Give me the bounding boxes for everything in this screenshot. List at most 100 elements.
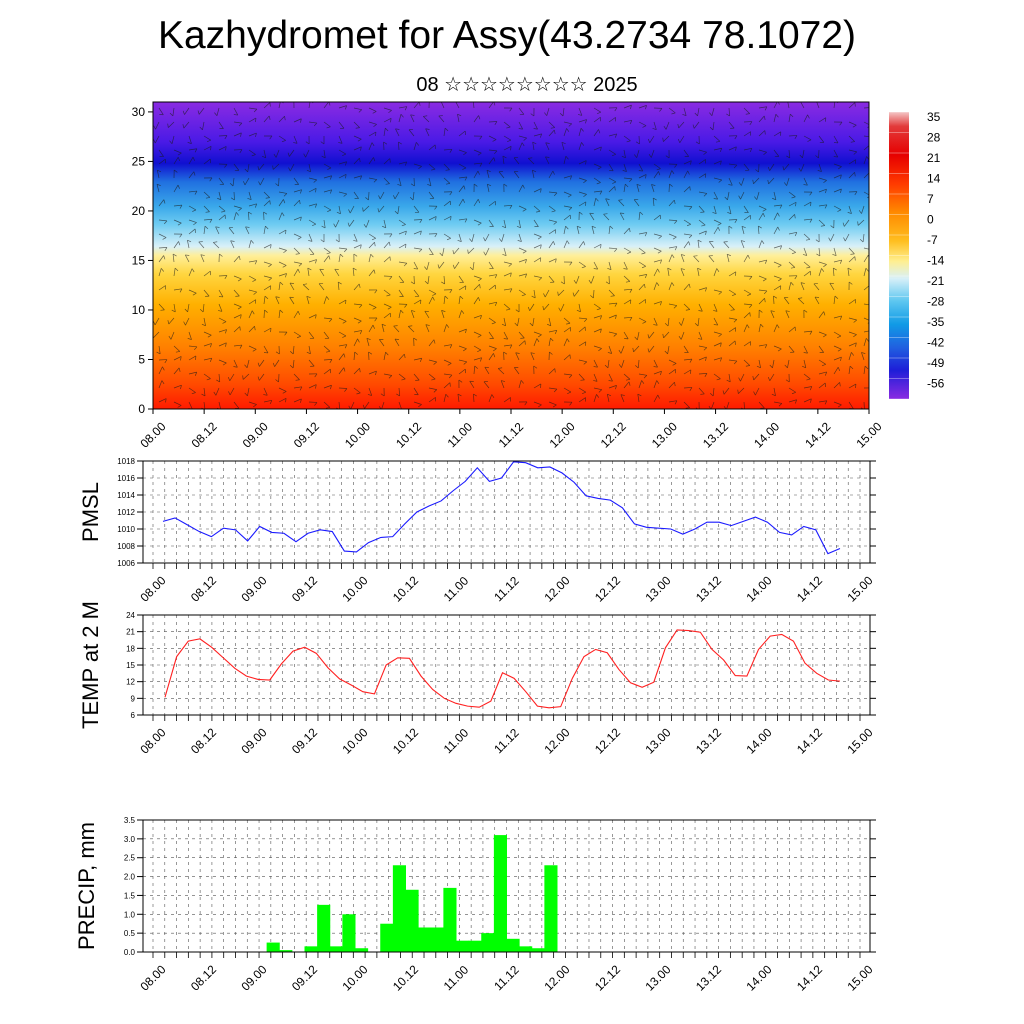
- wind-barb: [578, 317, 587, 320]
- wind-barb-flag: [213, 391, 217, 396]
- wind-barb-flag: [593, 366, 598, 368]
- wind-barb: [278, 229, 287, 235]
- wind-barb: [605, 198, 610, 207]
- wind-barb-flag: [283, 199, 286, 204]
- wind-barb-flag: [163, 199, 166, 204]
- wind-barb-flag: [669, 183, 673, 187]
- colorbar-label: 0: [927, 213, 934, 227]
- wind-barb: [158, 398, 167, 403]
- wind-barb: [710, 401, 715, 409]
- wind-barb: [278, 199, 284, 207]
- wind-barb: [785, 310, 790, 319]
- wind-barb: [308, 219, 317, 225]
- wind-barb-flag: [686, 223, 691, 227]
- wind-barb-flag: [758, 225, 762, 229]
- wind-barb-flag: [338, 281, 342, 285]
- wind-barb: [773, 149, 780, 157]
- wind-barb-flag: [569, 261, 573, 266]
- wind-barb: [173, 241, 179, 249]
- wind-barb: [728, 317, 737, 320]
- wind-barb: [458, 218, 467, 221]
- wind-barb-flag: [833, 156, 838, 158]
- wind-barb-flag: [718, 179, 722, 183]
- wind-barb: [246, 359, 250, 368]
- wind-barb: [578, 201, 587, 207]
- wind-barb: [576, 226, 580, 235]
- wind-barb-flag: [607, 267, 612, 271]
- wind-barb: [398, 106, 407, 109]
- wind-barb: [408, 326, 415, 333]
- wind-barb: [441, 310, 445, 319]
- wind-barb: [621, 359, 625, 368]
- wind-barb: [532, 317, 535, 326]
- wind-barb: [383, 312, 391, 319]
- wind-barb-flag: [194, 371, 198, 376]
- wind-barb: [578, 177, 587, 181]
- wind-barb: [397, 205, 400, 214]
- wind-barb-flag: [576, 225, 581, 229]
- wind-barb-flag: [156, 351, 161, 355]
- x-tick-label: 10.12: [393, 419, 424, 450]
- x-tick-label: 08.00: [137, 419, 168, 450]
- wind-barb-flag: [825, 189, 827, 194]
- wind-barb-flag: [306, 295, 311, 299]
- wind-barb: [833, 102, 836, 109]
- wind-barb: [728, 177, 733, 186]
- wind-barb-flag: [608, 380, 613, 382]
- wind-barb-flag: [689, 186, 691, 191]
- wind-barb: [383, 289, 391, 296]
- wind-barb: [533, 244, 542, 249]
- colorbar-label: -7: [927, 233, 938, 247]
- wind-barb-flag: [780, 245, 782, 250]
- wind-barb-flag: [410, 183, 415, 187]
- wind-barb-flag: [257, 376, 260, 381]
- wind-barb: [263, 200, 271, 207]
- colorbar-label: -14: [927, 254, 945, 268]
- y-tick-label: 15: [126, 661, 135, 670]
- wind-barb-flag: [581, 266, 586, 269]
- wind-barb: [753, 177, 760, 185]
- wind-barb: [278, 310, 281, 319]
- wind-barb-flag: [809, 330, 813, 335]
- wind-barb-flag: [389, 233, 393, 238]
- wind-barb: [278, 135, 286, 141]
- wind-barb: [438, 261, 445, 269]
- wind-barb-flag: [778, 403, 783, 407]
- wind-barb: [758, 289, 767, 292]
- wind-barb-flag: [248, 211, 252, 215]
- wind-barb: [248, 345, 257, 350]
- x-tick-label: 08.12: [188, 573, 219, 604]
- wind-barb-flag: [445, 169, 450, 171]
- wind-barb: [293, 310, 299, 319]
- wind-barb-flag: [790, 281, 794, 286]
- wind-barb: [518, 205, 527, 210]
- wind-barb-flag: [199, 309, 204, 313]
- wind-barb-flag: [218, 310, 223, 312]
- wind-barb-flag: [585, 119, 587, 124]
- wind-barb: [413, 205, 420, 213]
- wind-barb-flag: [678, 322, 682, 326]
- wind-barb: [818, 331, 827, 336]
- wind-barb-flag: [177, 184, 180, 189]
- wind-barb: [833, 345, 842, 350]
- wind-barb: [683, 345, 689, 353]
- wind-barb-flag: [815, 155, 819, 159]
- wind-barb-flag: [269, 400, 273, 405]
- wind-barb: [636, 149, 640, 158]
- wind-barb-flag: [247, 197, 252, 201]
- wind-barb: [337, 282, 340, 291]
- wind-barb: [788, 399, 797, 403]
- wind-barb-flag: [464, 176, 468, 181]
- wind-barb: [531, 170, 535, 179]
- wind-barb: [848, 205, 852, 214]
- wind-barb-flag: [560, 281, 565, 285]
- wind-barb: [680, 254, 685, 263]
- wind-barb-flag: [798, 297, 803, 299]
- wind-barb: [323, 317, 332, 320]
- wind-barb-flag: [738, 182, 742, 186]
- wind-barb-flag: [373, 179, 378, 183]
- wind-barb: [758, 359, 761, 368]
- wind-barb: [698, 159, 706, 165]
- wind-barb: [318, 283, 325, 291]
- wind-barb: [293, 261, 302, 264]
